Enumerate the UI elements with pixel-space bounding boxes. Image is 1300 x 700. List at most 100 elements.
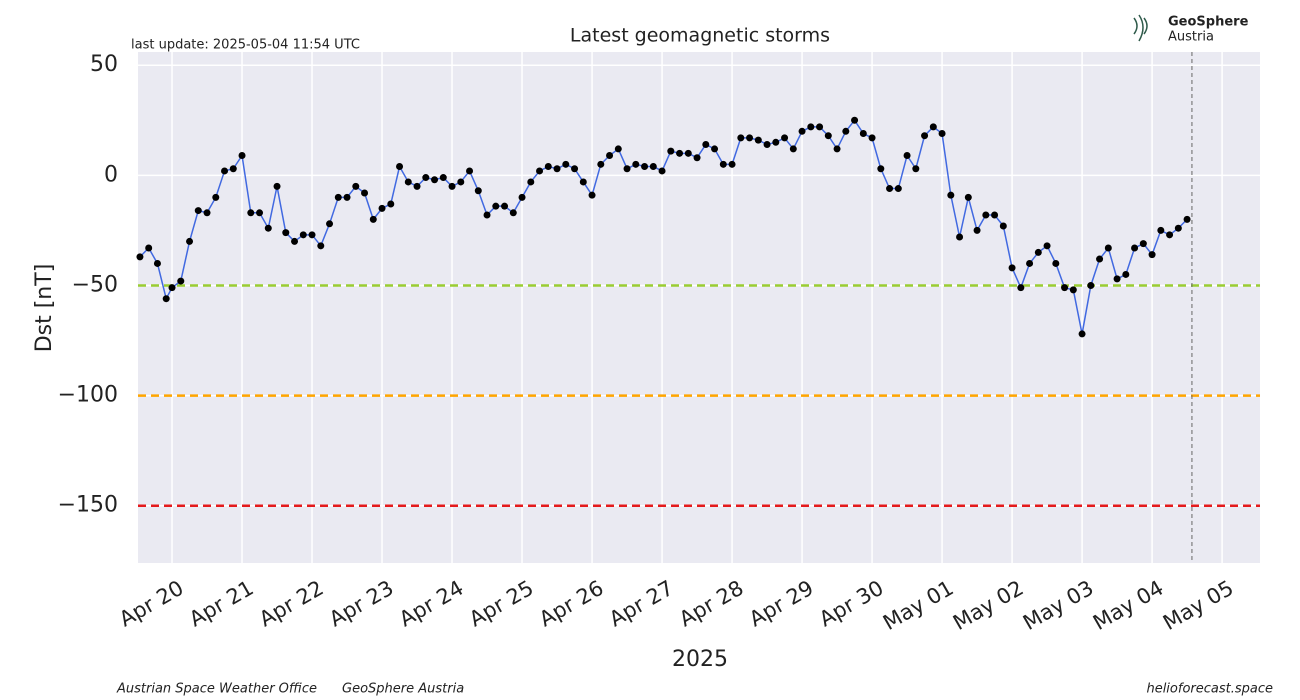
x-tick-label: Apr 29 <box>745 576 817 632</box>
data-point <box>1131 244 1139 252</box>
y-tick-label: −50 <box>72 272 118 297</box>
x-tick-label: May 05 <box>1159 576 1238 635</box>
data-point <box>1113 275 1121 283</box>
data-point <box>413 182 421 190</box>
data-point <box>474 187 482 195</box>
data-point <box>334 193 342 201</box>
data-point <box>518 193 526 201</box>
data-point <box>938 129 946 137</box>
data-point <box>982 211 990 219</box>
x-tick-label: Apr 25 <box>465 576 537 632</box>
data-point <box>145 244 153 252</box>
data-point <box>649 163 657 171</box>
data-point <box>623 165 631 173</box>
data-point <box>1157 226 1165 234</box>
data-point <box>1008 264 1016 272</box>
footer-left: Austrian Space Weather Office <box>116 682 317 697</box>
footer-mid: GeoSphere Austria <box>342 682 464 697</box>
data-point <box>483 211 491 219</box>
x-tick-label: May 01 <box>879 576 958 635</box>
data-point <box>509 209 517 217</box>
data-point <box>964 193 972 201</box>
data-point <box>632 160 640 168</box>
data-point <box>789 145 797 153</box>
data-point <box>606 152 614 160</box>
data-point <box>597 160 605 168</box>
data-point <box>886 185 894 193</box>
data-point <box>1043 242 1051 250</box>
data-point <box>728 160 736 168</box>
y-tick-label: 0 <box>104 162 118 187</box>
data-point <box>676 149 684 157</box>
data-point <box>264 224 272 232</box>
data-point <box>162 295 170 303</box>
footer-right: helioforecast.space <box>1146 682 1273 697</box>
data-point <box>177 277 185 285</box>
logo-icon <box>1133 14 1148 42</box>
y-axis-label: Dst [nT] <box>32 264 57 353</box>
x-tick-label: May 02 <box>949 576 1028 635</box>
data-point <box>903 152 911 160</box>
data-point <box>431 176 439 184</box>
data-point <box>343 193 351 201</box>
data-point <box>1174 224 1182 232</box>
data-point <box>614 145 622 153</box>
data-point <box>912 165 920 173</box>
data-point <box>807 123 815 131</box>
last-update: last update: 2025-05-04 11:54 UTC <box>131 38 360 53</box>
data-point <box>317 242 325 250</box>
data-point <box>973 226 981 234</box>
data-point <box>466 167 474 175</box>
data-point <box>1026 259 1034 267</box>
data-point <box>833 145 841 153</box>
data-point <box>229 165 237 173</box>
data-point <box>299 231 307 239</box>
data-point <box>1166 231 1174 239</box>
data-point <box>212 193 220 201</box>
x-tick-label: Apr 24 <box>395 576 467 632</box>
data-point <box>457 178 465 186</box>
data-point <box>737 134 745 142</box>
data-point <box>136 253 144 261</box>
data-point <box>894 185 902 193</box>
data-point <box>153 259 161 267</box>
data-point <box>693 154 701 162</box>
data-point <box>291 237 299 245</box>
data-point <box>1017 284 1025 292</box>
data-point <box>772 138 780 146</box>
data-point <box>544 163 552 171</box>
chart-title: Latest geomagnetic storms <box>570 25 830 47</box>
data-point <box>781 134 789 142</box>
data-point <box>1096 255 1104 263</box>
data-point <box>536 167 544 175</box>
data-point <box>562 160 570 168</box>
data-point <box>369 215 377 223</box>
data-point <box>501 202 509 210</box>
x-tick-label: Apr 22 <box>255 576 327 632</box>
data-point <box>588 191 596 199</box>
data-point <box>527 178 535 186</box>
data-point <box>378 204 386 212</box>
data-point <box>667 147 675 155</box>
x-tick-label: Apr 21 <box>185 576 257 632</box>
data-point <box>868 134 876 142</box>
x-axis-label: 2025 <box>672 647 728 672</box>
data-point <box>273 182 281 190</box>
y-tick-label: −150 <box>58 493 118 518</box>
data-point <box>1104 244 1112 252</box>
data-point <box>1122 270 1130 278</box>
y-tick-label: 50 <box>90 52 118 77</box>
data-point <box>1061 284 1069 292</box>
data-point <box>361 189 369 197</box>
y-tick-label: −100 <box>58 383 118 408</box>
logo-text: Austria <box>1168 30 1214 45</box>
data-point <box>859 129 867 137</box>
data-point <box>256 209 264 217</box>
data-point <box>448 182 456 190</box>
data-point <box>1069 286 1077 294</box>
plot-area <box>138 52 1260 563</box>
data-point <box>439 174 447 182</box>
data-point <box>387 200 395 208</box>
x-tick-label: Apr 26 <box>535 576 607 632</box>
